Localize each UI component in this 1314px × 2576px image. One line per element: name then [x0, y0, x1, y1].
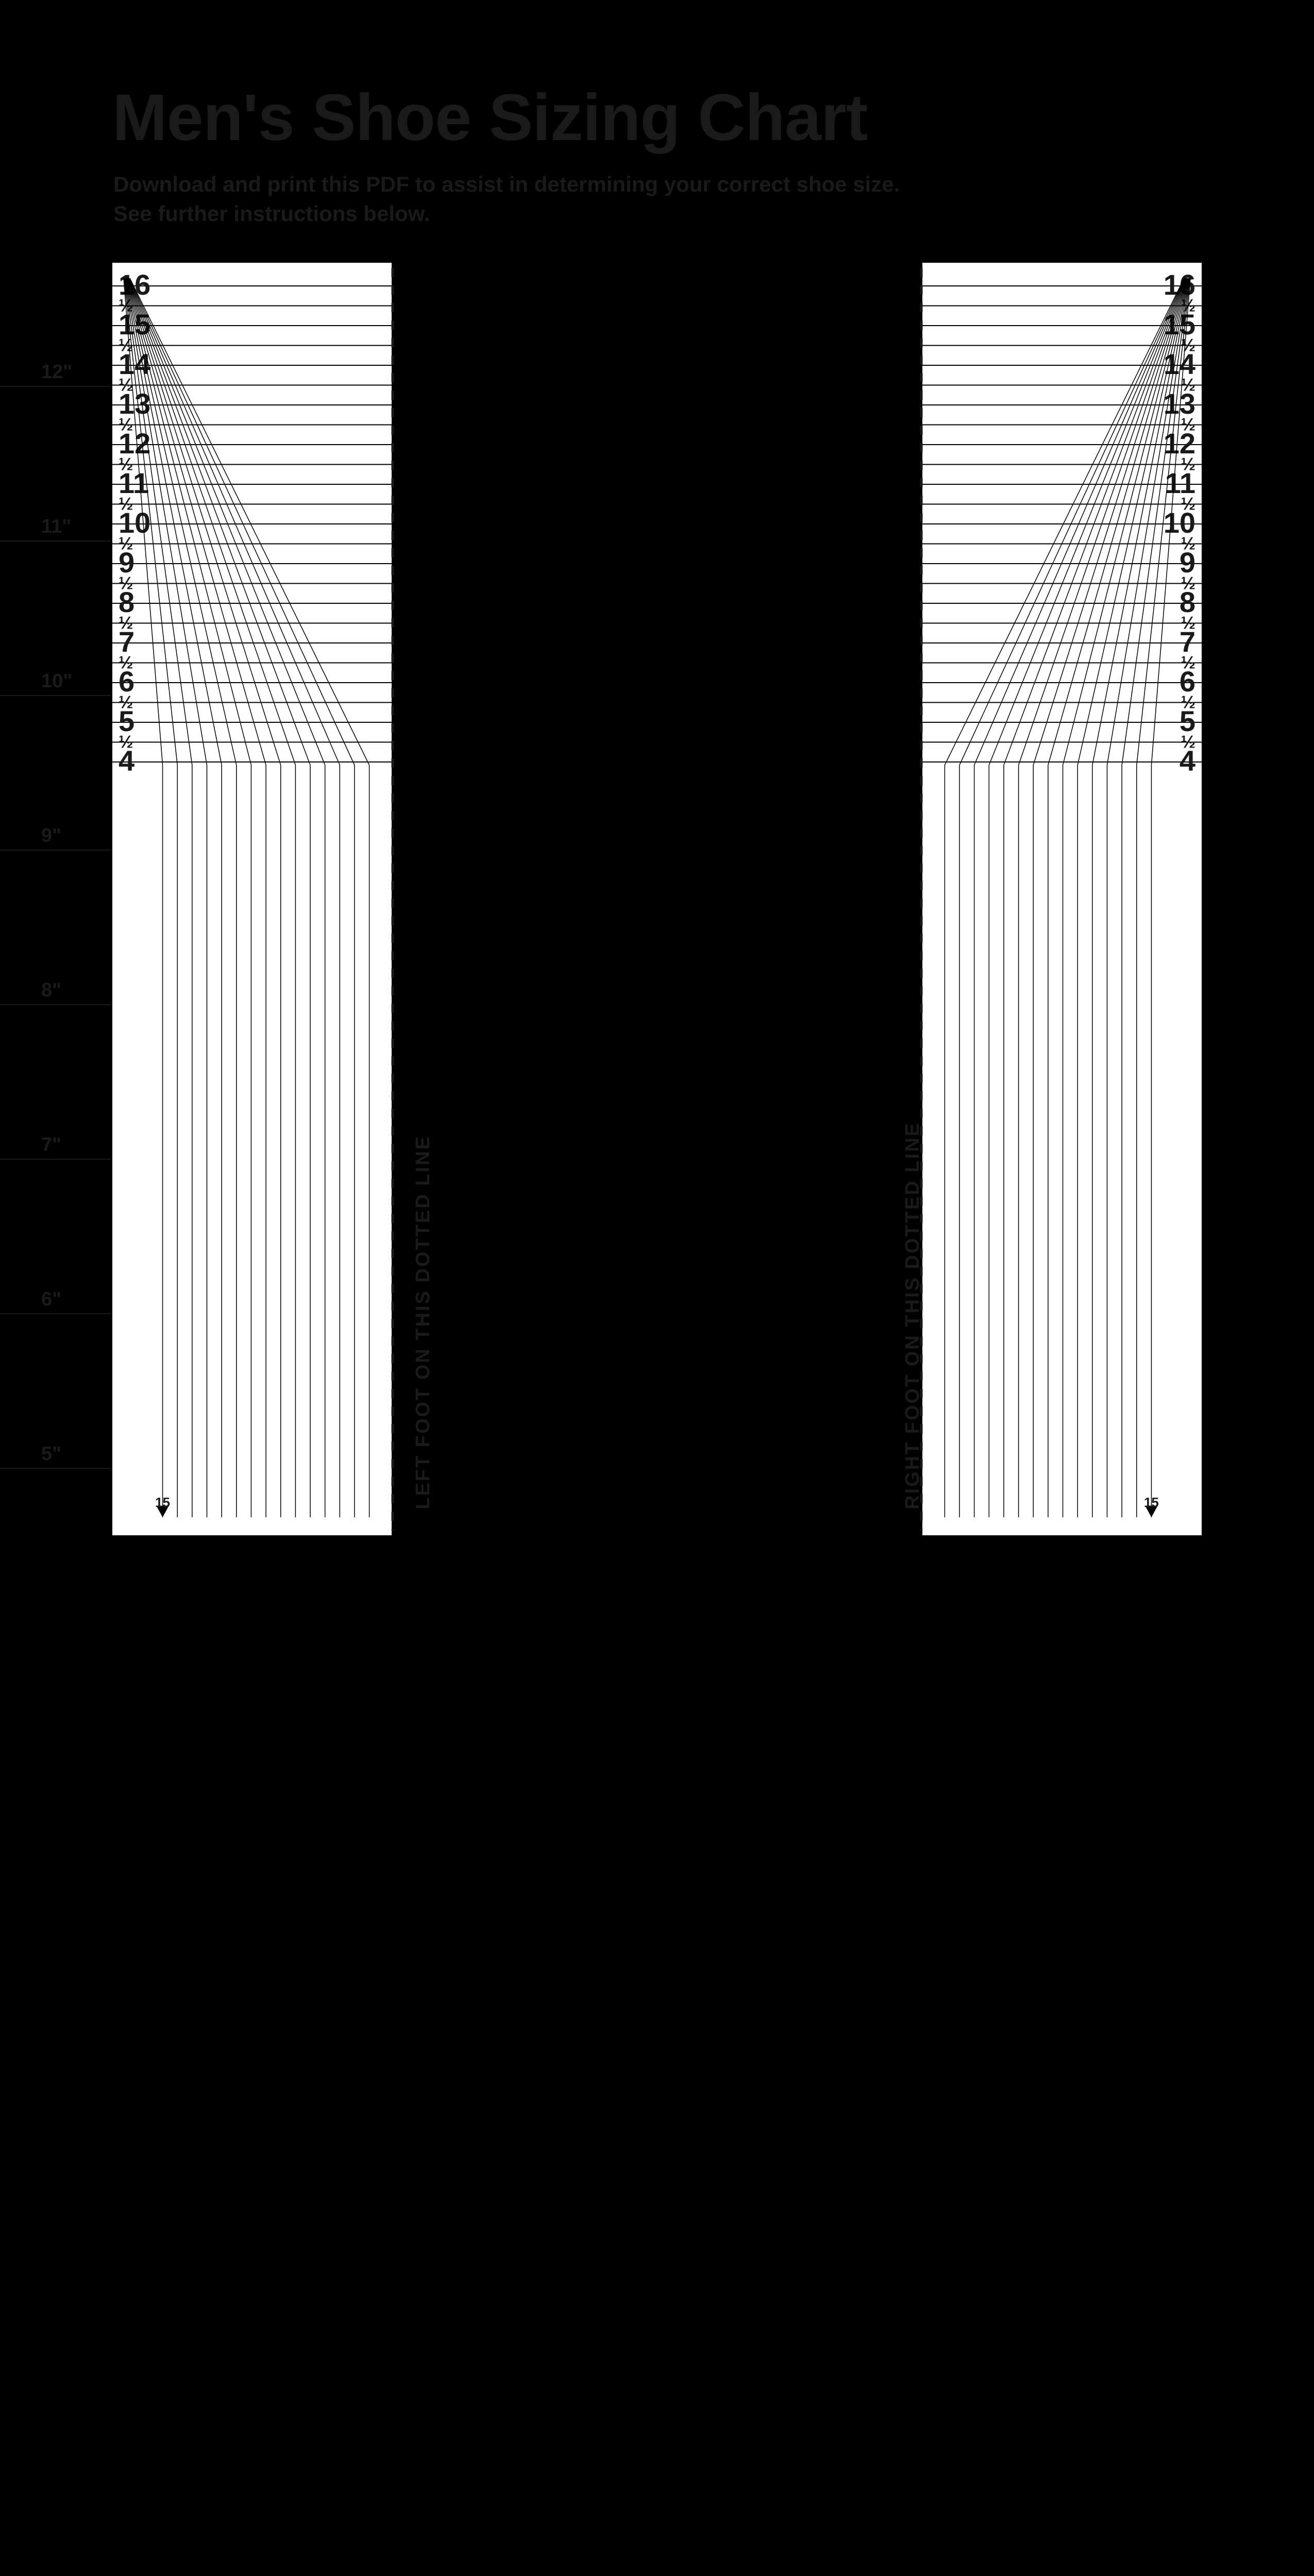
svg-text:15: 15: [1144, 1495, 1159, 1510]
svg-text:9": 9": [41, 825, 61, 846]
svg-text:10": 10": [41, 670, 72, 692]
svg-text:8": 8": [41, 979, 61, 1001]
svg-text:6": 6": [41, 1289, 61, 1310]
left-foot-label: LEFT FOOT ON THIS DOTTED LINE: [412, 1135, 434, 1510]
svg-text:7": 7": [41, 1134, 61, 1156]
svg-text:5": 5": [41, 1443, 61, 1465]
svg-text:12": 12": [41, 361, 72, 383]
sizing-chart-svg: 12"11"10"9"8"7"6"5"16½15½14½13½12½11½10½…: [0, 0, 1314, 2576]
svg-text:11": 11": [41, 516, 71, 537]
right-foot-label: RIGHT FOOT ON THIS DOTTED LINE: [902, 1122, 924, 1510]
svg-text:15: 15: [155, 1495, 170, 1510]
svg-text:4: 4: [1180, 744, 1195, 777]
svg-text:4: 4: [119, 744, 134, 777]
